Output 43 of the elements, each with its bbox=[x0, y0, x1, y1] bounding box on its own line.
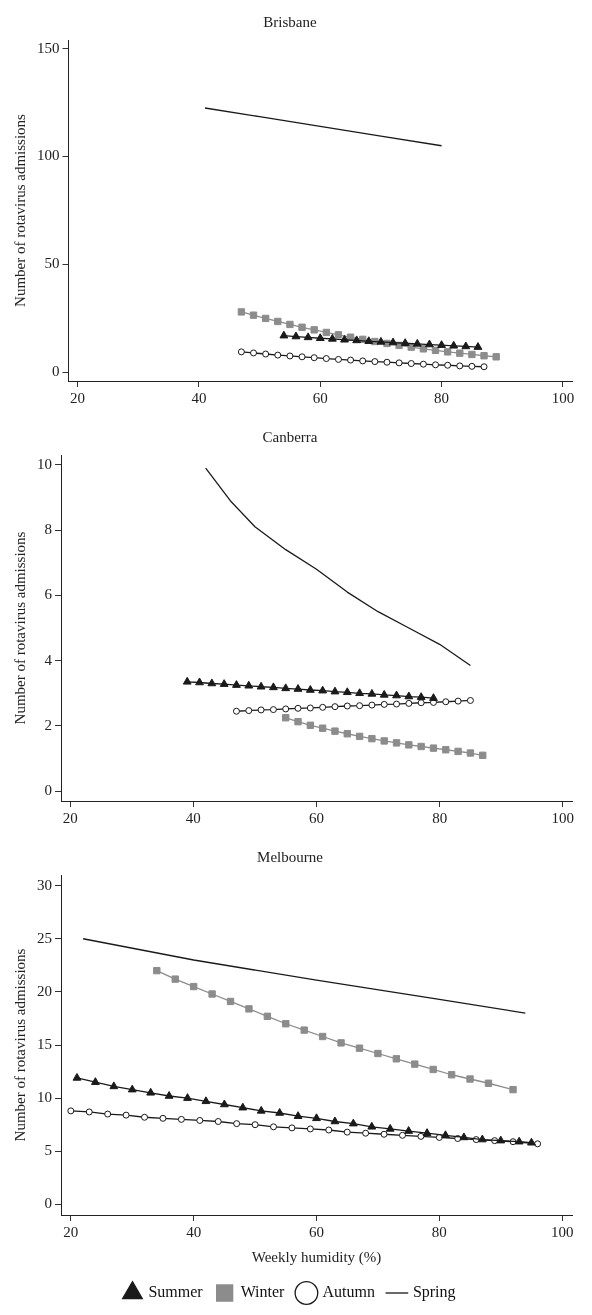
x-tick-label: 40 bbox=[186, 1223, 202, 1240]
y-tick-label: 6 bbox=[44, 586, 53, 603]
x-tick-label: 60 bbox=[312, 389, 328, 406]
x-tick-label: 20 bbox=[70, 389, 86, 406]
y-tick-label: 10 bbox=[37, 455, 52, 472]
y-tick-label: 0 bbox=[44, 1195, 52, 1212]
x-tick-label: 100 bbox=[550, 1223, 574, 1240]
y-axis-title: Number of rotavirus admissions bbox=[11, 531, 28, 725]
legend-label: Autumn bbox=[322, 1283, 375, 1301]
y-tick-label: 100 bbox=[37, 147, 60, 164]
x-tick-label: 20 bbox=[63, 1223, 79, 1240]
x-tick-label: 60 bbox=[309, 809, 324, 826]
x-tick-label: 80 bbox=[434, 389, 450, 406]
x-tick-label: 60 bbox=[309, 1223, 324, 1240]
y-tick-label: 0 bbox=[44, 782, 52, 799]
y-tick-label: 25 bbox=[37, 929, 52, 946]
legend-label: Spring bbox=[412, 1283, 456, 1302]
y-tick-label: 5 bbox=[44, 1142, 52, 1159]
y-tick-label: 10 bbox=[37, 1089, 52, 1106]
x-tick-label: 20 bbox=[62, 809, 78, 826]
x-tick-label: 40 bbox=[185, 809, 201, 826]
y-tick-label: 20 bbox=[37, 982, 52, 999]
y-tick-label: 30 bbox=[37, 876, 52, 893]
chart-title: Canberra bbox=[262, 428, 318, 445]
legend-label: Summer bbox=[148, 1283, 204, 1301]
y-tick-label: 15 bbox=[37, 1035, 52, 1052]
x-tick-label: 100 bbox=[551, 389, 575, 406]
y-axis-title: Number of rotavirus admissions bbox=[11, 113, 28, 307]
y-axis-title: Number of rotavirus admissions bbox=[11, 948, 28, 1142]
chart-title: Brisbane bbox=[263, 13, 317, 30]
y-tick-label: 2 bbox=[44, 716, 52, 733]
y-tick-label: 0 bbox=[52, 363, 60, 380]
legend-label: Winter bbox=[240, 1283, 286, 1301]
y-tick-label: 4 bbox=[44, 651, 53, 668]
x-tick-label: 40 bbox=[191, 389, 207, 406]
y-tick-label: 8 bbox=[44, 521, 52, 538]
chart-title: Melbourne bbox=[257, 848, 324, 865]
x-tick-label: 80 bbox=[432, 809, 448, 826]
x-axis-title: Weekly humidity (%) bbox=[251, 1248, 382, 1266]
y-tick-label: 150 bbox=[37, 39, 60, 56]
y-tick-label: 50 bbox=[44, 255, 60, 272]
x-tick-label: 80 bbox=[431, 1223, 447, 1240]
x-tick-label: 100 bbox=[551, 809, 575, 826]
